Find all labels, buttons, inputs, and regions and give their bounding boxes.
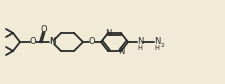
Text: N: N (49, 37, 55, 47)
Text: H: H (155, 45, 160, 50)
Text: O: O (89, 37, 95, 47)
Text: N: N (105, 28, 111, 37)
Text: 2: 2 (160, 43, 164, 48)
Text: H: H (137, 45, 142, 50)
Text: N: N (154, 37, 160, 47)
Text: N: N (118, 47, 124, 56)
Text: N: N (137, 37, 143, 47)
Text: O: O (41, 25, 47, 34)
Text: N: N (49, 37, 55, 47)
Text: O: O (30, 37, 36, 47)
